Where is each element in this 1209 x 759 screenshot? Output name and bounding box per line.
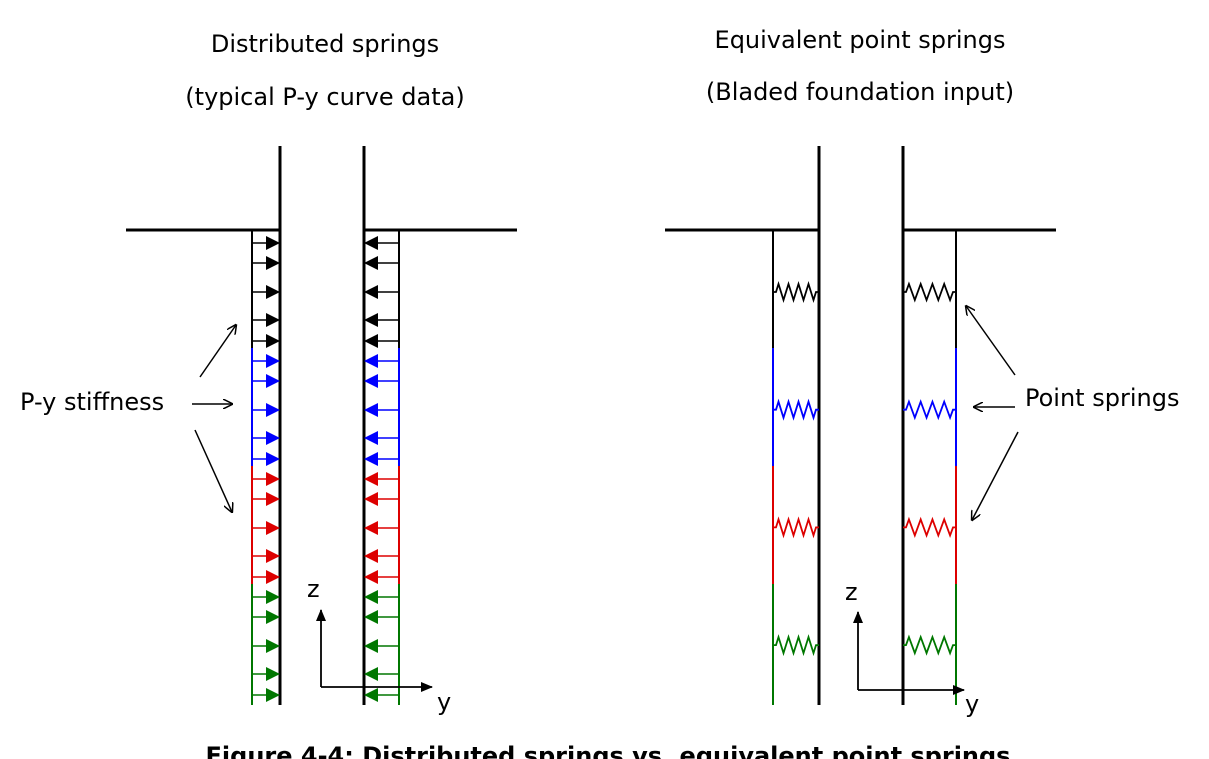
spring-arrow-head xyxy=(266,590,280,604)
right-title-line2: (Bladed foundation input) xyxy=(706,78,1014,106)
spring-arrow-head xyxy=(364,354,378,368)
spring-arrow-head xyxy=(364,639,378,653)
spring-icon xyxy=(773,516,819,539)
spring-icon xyxy=(773,398,819,421)
spring-arrow-head xyxy=(364,285,378,299)
spring-arrow-head xyxy=(364,403,378,417)
spring-icon xyxy=(903,634,956,656)
spring-arrow-head xyxy=(364,667,378,681)
spring-arrow-head xyxy=(266,285,280,299)
spring-arrow-head xyxy=(266,334,280,348)
point-springs-arrows xyxy=(966,306,1019,520)
spring-arrow-head xyxy=(266,256,280,270)
spring-arrow-head xyxy=(266,570,280,584)
spring-arrow-head xyxy=(364,688,378,702)
spring-arrow-head xyxy=(364,472,378,486)
py-stiffness-label: P-y stiffness xyxy=(20,388,164,416)
spring-arrow-head xyxy=(364,521,378,535)
spring-arrow-head xyxy=(266,492,280,506)
spring-arrow-head xyxy=(266,688,280,702)
py-stiffness-arrows xyxy=(192,325,236,512)
right-title-line1: Equivalent point springs xyxy=(715,26,1006,54)
figure-caption: Figure 4-4: Distributed springs vs. equi… xyxy=(206,742,1011,759)
spring-icon xyxy=(773,280,819,304)
spring-arrow-head xyxy=(364,492,378,506)
spring-icon xyxy=(903,516,956,539)
right-axis-z: z xyxy=(845,578,858,606)
left-axis-z: z xyxy=(307,575,320,603)
point-springs xyxy=(772,230,957,705)
spring-arrow-head xyxy=(364,374,378,388)
spring-icon xyxy=(773,634,819,657)
spring-arrow-head xyxy=(266,236,280,250)
spring-arrow-head xyxy=(364,236,378,250)
spring-arrow-head xyxy=(266,403,280,417)
spring-icon xyxy=(903,399,956,421)
spring-arrow-head xyxy=(266,313,280,327)
spring-arrow-head xyxy=(364,549,378,563)
spring-arrow-head xyxy=(266,639,280,653)
spring-arrow-head xyxy=(266,521,280,535)
spring-arrow-head xyxy=(266,452,280,466)
left-title-line1: Distributed springs xyxy=(211,30,439,58)
spring-arrow-head xyxy=(364,256,378,270)
spring-arrow-head xyxy=(266,431,280,445)
left-pile xyxy=(126,146,517,705)
right-pile xyxy=(665,146,1056,705)
spring-arrow-head xyxy=(266,549,280,563)
spring-arrow-head xyxy=(364,570,378,584)
spring-arrow-head xyxy=(364,334,378,348)
spring-arrow-head xyxy=(266,610,280,624)
spring-arrow-head xyxy=(364,313,378,327)
spring-arrow-head xyxy=(266,354,280,368)
right-axes xyxy=(853,611,965,695)
point-springs-label: Point springs xyxy=(1025,384,1179,412)
left-title-line2: (typical P-y curve data) xyxy=(185,83,464,111)
spring-arrow-head xyxy=(364,610,378,624)
spring-icon xyxy=(903,281,956,303)
right-axis-y: y xyxy=(965,690,979,718)
spring-arrow-head xyxy=(364,431,378,445)
spring-arrow-head xyxy=(266,374,280,388)
left-axis-y: y xyxy=(437,688,451,716)
distributed-springs xyxy=(251,230,400,705)
spring-arrow-head xyxy=(364,452,378,466)
spring-arrow-head xyxy=(364,590,378,604)
spring-arrow-head xyxy=(266,667,280,681)
left-axes xyxy=(316,609,433,692)
spring-arrow-head xyxy=(266,472,280,486)
